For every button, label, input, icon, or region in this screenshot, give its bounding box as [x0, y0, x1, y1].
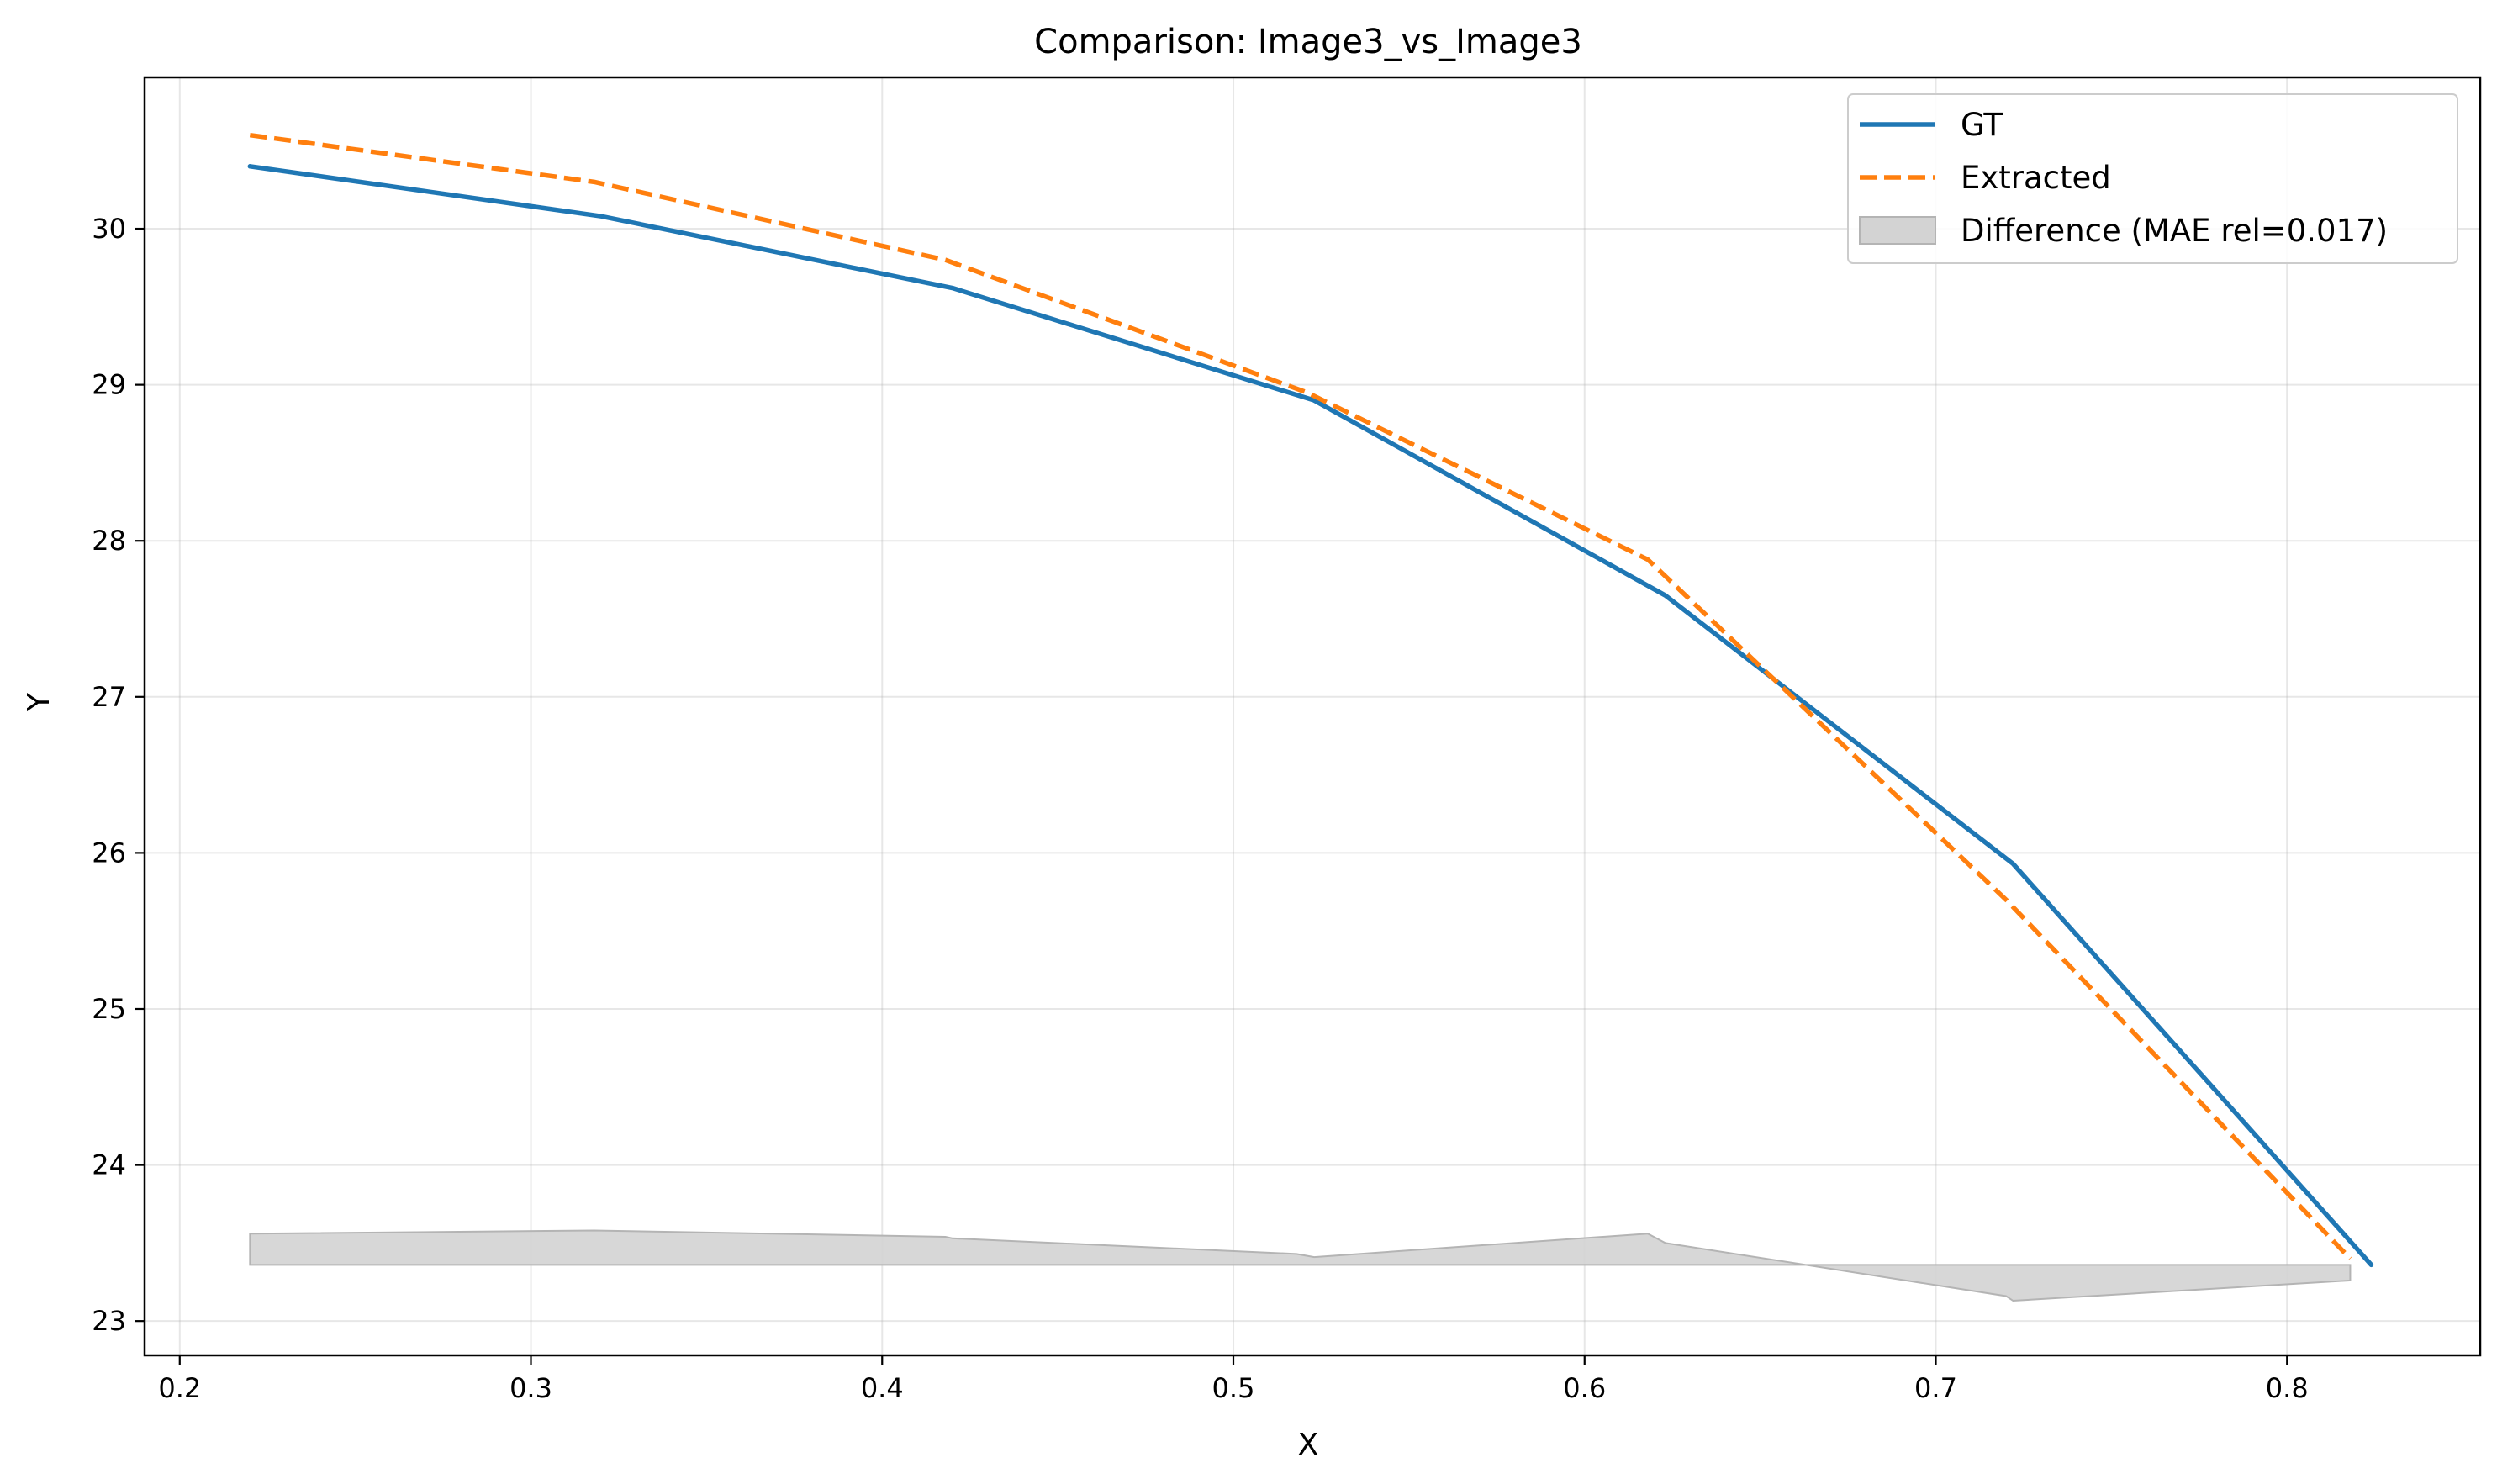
legend: GT Extracted Difference (MAE rel=0.017) — [1847, 93, 2458, 264]
x-tick-label: 0.4 — [861, 1372, 904, 1404]
y-tick-label: 29 — [92, 369, 126, 401]
plot-area — [145, 77, 2480, 1355]
legend-swatch-difference — [1859, 216, 1936, 245]
y-axis-label: Y — [22, 692, 56, 712]
x-tick-label: 0.3 — [509, 1372, 552, 1404]
grid-lines — [145, 77, 2480, 1355]
y-tick-label: 23 — [92, 1305, 126, 1337]
y-tick-label: 24 — [92, 1149, 126, 1181]
x-tick-label: 0.8 — [2266, 1372, 2309, 1404]
difference-band — [249, 1229, 2352, 1302]
y-tick-label: 25 — [92, 993, 126, 1025]
legend-label-gt: GT — [1961, 107, 2003, 143]
x-tick-label: 0.2 — [158, 1372, 201, 1404]
legend-box — [1847, 93, 2458, 264]
y-tick-label: 27 — [92, 681, 126, 713]
legend-label-extracted: Extracted — [1961, 160, 2111, 196]
y-tick-label: 28 — [92, 525, 126, 557]
x-tick-label: 0.6 — [1563, 1372, 1606, 1404]
x-axis-ticks: 0.2 0.3 0.4 0.5 0.6 0.7 0.8 — [158, 1355, 2309, 1404]
x-axis-label: X — [1298, 1428, 1319, 1462]
series-layer — [247, 132, 2374, 1268]
series-line-gt — [247, 164, 2374, 1268]
y-tick-label: 26 — [92, 837, 126, 869]
plot-frame — [143, 76, 2482, 1357]
series-line-extracted — [249, 132, 2352, 1260]
y-tick-label: 30 — [92, 213, 126, 245]
y-axis-ticks: 23 24 25 26 27 28 29 30 — [92, 213, 145, 1337]
difference-band-layer — [249, 1229, 2352, 1302]
legend-label-difference: Difference (MAE rel=0.017) — [1961, 213, 2388, 249]
x-tick-label: 0.7 — [1914, 1372, 1957, 1404]
chart-title: Comparison: Image3_vs_Image3 — [1034, 23, 1582, 61]
x-tick-label: 0.5 — [1212, 1372, 1255, 1404]
